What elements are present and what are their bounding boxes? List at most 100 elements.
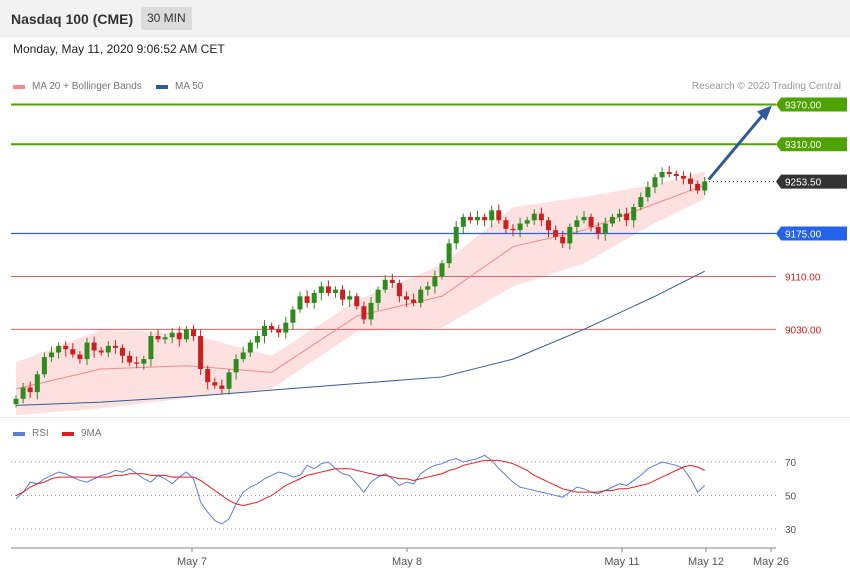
candle-body-92 [666, 171, 672, 174]
candle-body-84 [609, 216, 615, 224]
candle-body-35 [262, 326, 267, 336]
candle-body-13 [105, 345, 111, 353]
candle-body-18 [141, 359, 147, 364]
rsi-tick-label-0: 30 [785, 525, 797, 536]
candle-body-63 [460, 216, 466, 227]
candle-body-59 [432, 276, 438, 287]
candle-body-20 [155, 335, 161, 340]
candle-body-51 [375, 289, 381, 303]
x-tick-label-4: May 26 [753, 556, 789, 568]
candle-body-50 [368, 302, 374, 320]
candle-body-2 [27, 387, 33, 393]
ma20-swatch [13, 84, 25, 89]
candle-body-43 [318, 286, 324, 293]
datetime-label: Monday, May 11, 2020 9:06:52 AM CET [13, 42, 225, 56]
rsi-tick-label-1: 50 [785, 492, 797, 503]
candle-body-86 [624, 213, 630, 221]
candle-body-1 [20, 387, 26, 399]
candle-body-0 [13, 398, 19, 405]
legend-rsi-label: RSI [32, 428, 49, 439]
candle-body-34 [254, 335, 260, 343]
candle-body-77 [560, 236, 566, 244]
price-tag-0 [776, 97, 847, 112]
candle-body-3 [34, 374, 40, 393]
candle-body-10 [84, 342, 90, 360]
candle-body-49 [361, 306, 367, 320]
candle-body-80 [581, 216, 587, 221]
candle-body-53 [389, 279, 395, 284]
candle-body-60 [439, 263, 445, 277]
candle-body-68 [496, 210, 502, 221]
candle-body-89 [645, 187, 651, 198]
candle-body-28 [212, 382, 218, 386]
panel-separator [0, 417, 850, 418]
candle-body-88 [638, 197, 644, 208]
candle-body-37 [276, 329, 282, 333]
interval-button[interactable]: 30 MIN [141, 7, 192, 30]
candle-body-42 [311, 292, 317, 303]
legend-ma20: MA 20 + Bollinger Bands [13, 81, 142, 92]
candle-body-30 [226, 372, 232, 389]
candle-body-5 [49, 352, 54, 358]
candle-body-69 [503, 220, 509, 229]
candle-body-71 [517, 223, 523, 231]
candle-body-66 [482, 216, 488, 221]
candle-body-45 [333, 289, 338, 293]
ma50-swatch [156, 84, 168, 89]
rsi-ma-swatch [62, 431, 74, 436]
candle-body-48 [354, 296, 360, 307]
candle-body-16 [127, 355, 133, 363]
candle-body-72 [524, 220, 530, 224]
legend-ma20-label: MA 20 + Bollinger Bands [32, 81, 142, 92]
candle-body-73 [531, 213, 537, 221]
candle-body-47 [347, 296, 353, 300]
candle-body-46 [340, 289, 346, 300]
candle-body-26 [198, 335, 204, 370]
candle-body-91 [659, 171, 665, 178]
candle-body-82 [595, 226, 601, 234]
projection-arrow-head [757, 105, 772, 121]
candle-body-11 [91, 342, 97, 351]
candle-body-83 [602, 223, 608, 234]
candle-body-29 [219, 385, 225, 389]
candle-body-8 [70, 349, 76, 355]
candle-body-19 [148, 335, 154, 360]
candle-body-61 [446, 243, 452, 264]
candle-body-7 [63, 345, 69, 350]
legend-rsi: RSI [13, 428, 49, 439]
projection-arrow-shaft [707, 112, 766, 181]
candle-body-79 [574, 220, 580, 227]
price-label-2: 9253.50 [785, 178, 822, 189]
candle-body-85 [617, 213, 622, 217]
x-tick-label-1: May 8 [392, 556, 422, 568]
candle-body-76 [553, 230, 559, 237]
candle-body-64 [467, 216, 473, 221]
legend-rsi-ma: 9MA [62, 428, 102, 439]
candle-body-90 [652, 177, 658, 188]
candle-body-27 [205, 369, 211, 383]
candle-body-74 [538, 213, 544, 221]
candle-body-14 [112, 345, 118, 348]
candle-body-9 [77, 354, 83, 360]
instrument-title: Nasdaq 100 (CME) [11, 11, 134, 27]
candle-body-57 [418, 289, 424, 303]
candle-body-40 [297, 296, 303, 310]
candle-body-81 [588, 216, 594, 227]
legend-ma50: MA 50 [156, 81, 203, 92]
price-label-1: 9310.00 [785, 140, 822, 151]
candle-body-38 [283, 322, 289, 333]
candle-body-55 [404, 296, 409, 300]
candle-body-87 [631, 207, 637, 221]
x-tick-label-0: May 7 [177, 556, 207, 568]
candle-body-56 [411, 299, 417, 303]
candle-body-44 [325, 286, 331, 293]
legend-rsi-ma-label: 9MA [81, 428, 102, 439]
candle-body-67 [489, 210, 495, 221]
legend-ma50-label: MA 50 [175, 81, 204, 92]
bollinger-band [16, 171, 705, 416]
candle-body-21 [162, 337, 168, 340]
copyright-text: Research © 2020 Trading Central [691, 81, 841, 92]
price-tag-3 [776, 226, 847, 241]
candle-body-93 [673, 173, 679, 176]
